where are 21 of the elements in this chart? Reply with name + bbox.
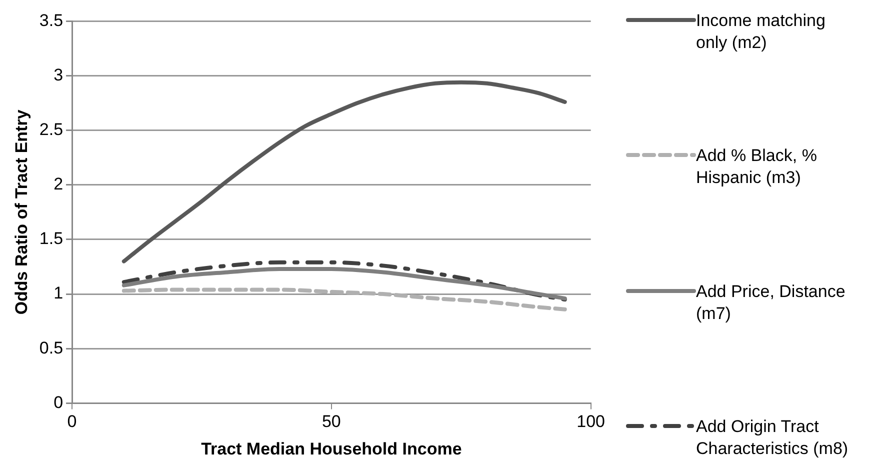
y-tick-label: 1.5 [39,229,64,248]
legend-label: Add Price, Distance (m7) [696,280,846,325]
x-tick-label: 50 [322,412,341,432]
y-tick-label: 0 [54,392,64,412]
legend-label: Add % Black, % Hispanic (m3) [696,145,818,190]
line-series [122,288,567,312]
y-tick-label: 3 [54,65,64,84]
legend-label: Income matching only (m2) [696,10,826,54]
x-tick-label: 100 [576,412,606,432]
line-series [122,80,567,264]
y-tick-label: 0.5 [39,338,64,358]
line-series [122,260,567,302]
y-tick-label: 3.5 [39,10,64,30]
y-tick-label: 2 [54,174,64,194]
y-tick-label: 1 [54,284,64,303]
x-tick-label: 0 [67,412,77,432]
legend-label: Add Origin Tract Characteristics (m8) [696,416,850,460]
line-series [122,266,567,300]
x-axis-title: Tract Median Household Income [201,439,462,458]
y-tick-label: 2.5 [39,120,64,140]
y-axis-title: Odds Ratio of Tract Entry [12,109,31,315]
